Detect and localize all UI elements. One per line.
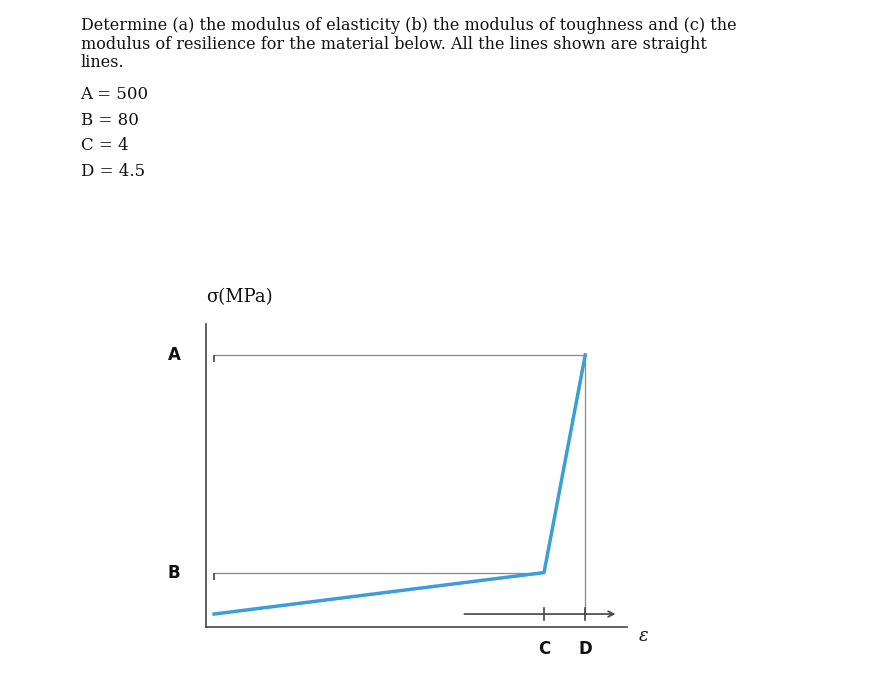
Text: B = 80: B = 80 xyxy=(80,112,139,129)
Text: σ(MPa): σ(MPa) xyxy=(206,287,272,306)
Text: A = 500: A = 500 xyxy=(80,86,148,103)
Text: Determine (a) the modulus of elasticity (b) the modulus of toughness and (c) the: Determine (a) the modulus of elasticity … xyxy=(80,17,736,34)
Text: modulus of resilience for the material below. All the lines shown are straight: modulus of resilience for the material b… xyxy=(80,36,705,53)
Text: C = 4: C = 4 xyxy=(80,137,128,154)
Text: B: B xyxy=(168,564,181,582)
Text: C: C xyxy=(537,640,550,658)
Text: ε: ε xyxy=(638,627,648,645)
Text: A: A xyxy=(167,346,181,364)
Text: lines.: lines. xyxy=(80,54,124,72)
Text: D = 4.5: D = 4.5 xyxy=(80,163,145,180)
Text: D: D xyxy=(578,640,592,658)
